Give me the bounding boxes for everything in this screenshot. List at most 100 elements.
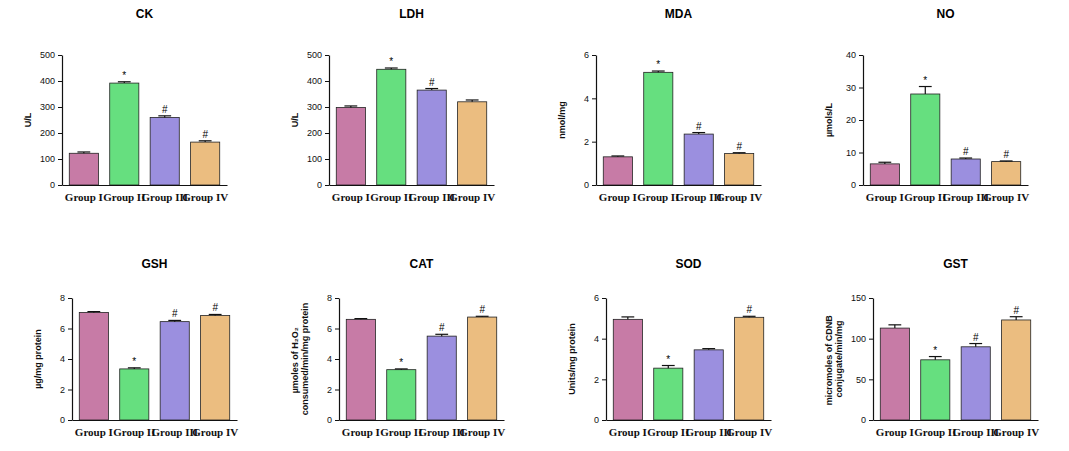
x-tick: Group III — [675, 191, 722, 203]
error-bar — [344, 106, 357, 108]
axis-line — [329, 56, 330, 186]
tick-mark — [859, 153, 863, 154]
error-bar-cap — [395, 368, 408, 369]
error-bar — [425, 89, 438, 91]
error-bar-cap — [344, 105, 357, 106]
x-tick: Group I — [75, 426, 113, 438]
tick-label: 0 — [584, 180, 589, 190]
bar — [417, 90, 446, 185]
tick-label: 100 — [851, 334, 866, 344]
x-tick: Group III — [151, 426, 198, 438]
tick-mark — [859, 88, 863, 89]
significance-mark: * — [399, 357, 403, 368]
error-bar-cap — [611, 155, 624, 156]
axis-line — [596, 56, 597, 186]
x-tick: Group I — [876, 426, 914, 438]
chart-title: GSH — [141, 257, 167, 271]
tick-mark — [325, 81, 329, 82]
bar — [346, 319, 375, 420]
tick-label: 0 — [50, 180, 55, 190]
error-bar — [354, 318, 367, 320]
bar — [654, 368, 683, 420]
y-tick: 40 — [846, 50, 863, 60]
y-axis: 02468 — [327, 293, 340, 425]
tick-mark — [592, 185, 596, 186]
y-axis: 0100200300400500 — [40, 50, 63, 190]
y-tick: 100 — [851, 334, 873, 344]
tick-mark — [58, 159, 62, 160]
tick-label: Group I — [75, 426, 113, 438]
tick-mark — [869, 379, 873, 380]
x-tick: Group I — [866, 191, 904, 203]
tick-mark — [859, 185, 863, 186]
tick-label: Group II — [103, 191, 145, 203]
bar — [160, 322, 189, 420]
error-bar — [158, 116, 171, 118]
axis-line — [62, 56, 63, 186]
tick-label: Group IV — [993, 426, 1039, 438]
bar — [387, 370, 416, 420]
y-tick: 6 — [594, 293, 606, 303]
panel: CK*##0100200300400500Group IGroup IIGrou… — [23, 7, 228, 203]
error-bar-cap — [354, 318, 367, 319]
tick-mark — [869, 420, 873, 421]
axis-line — [597, 185, 762, 186]
bar — [150, 117, 179, 185]
tick-label: 4 — [60, 354, 65, 364]
y-tick: 0 — [584, 180, 596, 190]
tick-label: 200 — [40, 128, 55, 138]
tick-label: 0 — [861, 415, 866, 425]
significance-mark: * — [132, 356, 136, 367]
error-bar — [1000, 160, 1013, 162]
error-bar-cap — [435, 334, 448, 335]
error-bar-cap — [87, 311, 100, 312]
bar — [1002, 320, 1031, 420]
tick-label: 300 — [40, 102, 55, 112]
error-bar — [395, 368, 408, 370]
error-bar — [385, 68, 398, 69]
y-axis: 0246 — [594, 293, 607, 425]
x-tick: Group II — [113, 426, 155, 438]
y-tick: 0 — [60, 415, 72, 425]
error-bar — [476, 316, 489, 318]
axis-line — [73, 420, 238, 421]
bar — [201, 316, 230, 420]
y-tick: 6 — [327, 324, 339, 334]
error-bar — [466, 100, 479, 102]
tick-label: 200 — [307, 128, 322, 138]
bar — [911, 94, 940, 185]
y-tick: 0 — [327, 415, 339, 425]
error-bar-cap — [77, 151, 90, 152]
error-bar-cap — [692, 132, 705, 133]
error-bar-cap — [662, 365, 675, 366]
significance-mark: * — [923, 75, 927, 86]
y-tick: 20 — [846, 115, 863, 125]
tick-label: Group IV — [192, 426, 238, 438]
error-bar-cap — [888, 324, 901, 325]
tick-mark — [592, 142, 596, 143]
tick-label: Group II — [904, 191, 946, 203]
tick-label: 2 — [327, 385, 332, 395]
tick-label: 150 — [851, 293, 866, 303]
error-bar — [611, 155, 624, 157]
error-bar-cap — [733, 152, 746, 153]
significance-mark: # — [479, 304, 485, 315]
tick-mark — [68, 298, 72, 299]
bar — [961, 347, 990, 420]
x-tick: Group II — [637, 191, 679, 203]
y-tick: 10 — [846, 148, 863, 158]
y-tick: 6 — [60, 324, 72, 334]
y-axis-title: U/L — [23, 112, 33, 127]
error-bar — [743, 316, 756, 317]
x-tick: Group I — [332, 191, 370, 203]
error-bar — [435, 334, 448, 336]
x-tick: Group II — [647, 426, 689, 438]
y-tick: 150 — [851, 293, 873, 303]
y-tick: 8 — [327, 293, 339, 303]
panel: SOD*#0246Group IGroup IIGroup IIIGroup I… — [567, 257, 772, 438]
tick-mark — [602, 298, 606, 299]
tick-mark — [602, 420, 606, 421]
bar — [468, 317, 497, 420]
significance-mark: * — [666, 354, 670, 365]
y-tick: 50 — [856, 375, 873, 385]
